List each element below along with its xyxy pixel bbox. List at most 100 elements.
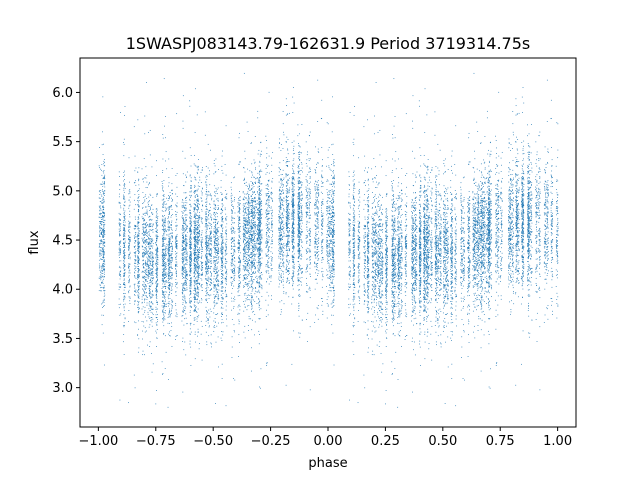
data-point [431,274,433,276]
data-point [376,320,377,322]
data-point [544,254,546,255]
data-point [487,224,488,226]
data-point [378,346,380,347]
data-point [172,214,174,215]
data-point [394,256,396,258]
data-point [528,145,530,147]
data-point [251,207,253,209]
data-point [333,267,335,269]
data-point [161,279,163,281]
data-point [463,200,465,202]
data-point [250,254,252,255]
data-point [555,254,557,256]
data-point [401,272,403,274]
data-point [411,249,412,251]
data-point [452,298,454,299]
data-point [376,253,378,255]
data-point [510,233,512,235]
data-point [280,206,282,208]
data-point [255,201,256,202]
data-point [189,229,191,231]
data-point [527,218,529,220]
data-point [242,232,244,234]
data-point [477,187,479,189]
data-point [331,276,333,278]
data-point [349,276,351,278]
data-point [194,245,195,247]
data-point [427,295,428,297]
data-point [266,272,268,274]
data-point [191,279,192,281]
data-point [215,228,217,230]
data-point [419,289,421,291]
data-point [375,247,376,249]
data-point [210,282,212,284]
data-point [528,258,529,260]
data-point [393,307,394,309]
data-point [385,295,387,296]
data-point [281,231,283,233]
data-point [250,202,252,204]
data-point [326,303,328,304]
data-point [279,194,281,196]
data-point [208,298,210,299]
data-point [293,253,295,255]
data-point [517,237,518,239]
data-point [208,246,210,248]
data-point [176,243,178,244]
data-point [411,199,413,200]
data-point [150,225,152,227]
data-point [411,246,413,248]
data-point [353,174,355,176]
data-point [156,289,158,291]
data-point [444,295,446,297]
data-point [427,289,429,291]
data-point [509,241,511,242]
data-point [511,247,513,249]
data-point [478,197,480,199]
data-point [348,274,350,276]
data-point [162,280,164,282]
data-point [372,263,374,264]
data-point [185,245,187,247]
data-point [415,238,417,240]
data-point [378,201,379,202]
data-point [247,187,249,189]
data-point [374,227,376,229]
data-point [181,211,183,213]
data-point [102,186,104,187]
data-point [145,235,147,236]
data-point [240,261,241,263]
data-point [123,180,124,182]
data-point [251,267,253,269]
data-point [224,262,226,264]
data-point [213,287,215,289]
data-point [143,290,144,292]
data-point [327,234,329,236]
data-point [425,280,427,282]
data-point [438,246,439,248]
data-point [205,231,207,233]
data-point [186,279,188,280]
data-point [527,274,528,276]
data-point [431,274,433,275]
data-point [348,298,350,300]
data-point [359,303,360,304]
data-point [415,284,417,286]
data-point [119,184,121,186]
data-point [547,318,549,320]
data-point [518,161,520,162]
data-point [231,220,233,222]
data-point [244,260,246,262]
data-point [226,223,228,225]
data-point [189,210,191,212]
data-point [189,298,190,300]
data-point [404,285,406,287]
data-point [510,219,512,221]
data-point [306,241,307,243]
data-point [210,236,212,238]
data-point [475,277,477,279]
data-point [539,195,540,197]
data-point [454,262,456,264]
data-point [215,295,217,297]
